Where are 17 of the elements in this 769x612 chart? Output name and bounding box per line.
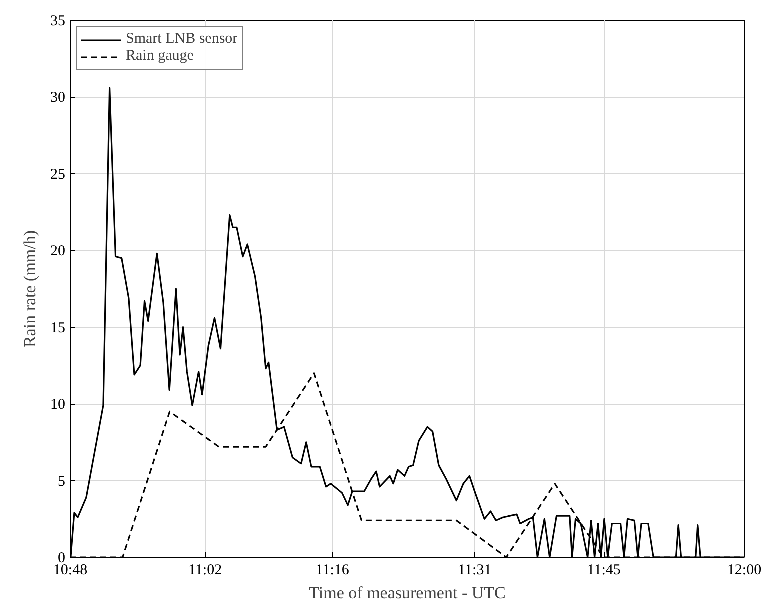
legend-label: Rain gauge [126,48,194,65]
x-tick-label: 11:31 [458,562,492,578]
legend-label: Smart LNB sensor [126,31,238,48]
x-tick-label: 11:45 [587,562,621,578]
x-tick-label: 11:02 [188,562,222,578]
x-axis-title: Time of measurement - UTC [309,584,506,602]
y-tick-label: 10 [50,397,66,414]
x-tick-label: 12:00 [727,562,762,578]
x-tick-label: 10:48 [53,562,88,578]
y-tick-label: 30 [50,90,66,106]
y-axis-title: Rain rate (mm/h) [20,230,40,348]
y-tick-label: 5 [58,474,66,490]
y-tick-label: 35 [50,14,66,30]
y-tick-label: 20 [50,244,66,260]
y-tick-label: 15 [50,320,66,336]
x-tick-label: 11:16 [316,562,350,578]
y-tick-label: 25 [50,166,66,183]
